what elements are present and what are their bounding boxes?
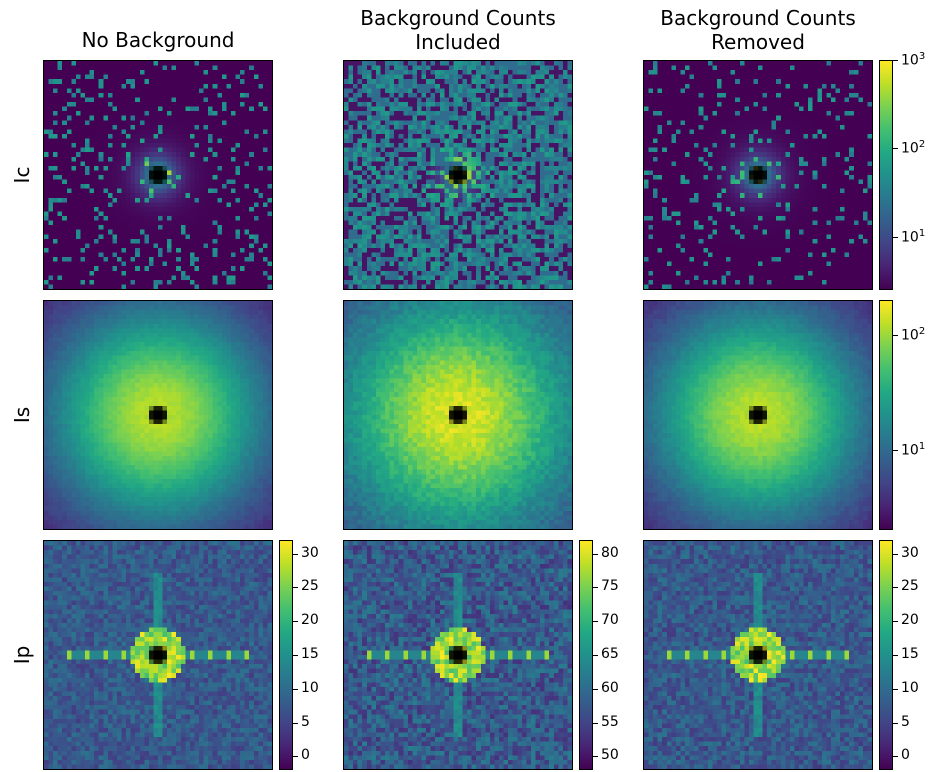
column-title-line: Included xyxy=(415,30,501,54)
colorbar-tick-mark xyxy=(293,722,298,724)
colorbar-tick-mark xyxy=(893,621,898,623)
heatmap-canvas xyxy=(344,301,572,529)
colorbar-tick-label: 25 xyxy=(901,578,919,595)
colorbar-tick-mark xyxy=(593,621,598,623)
column-title-line: Background Counts xyxy=(360,6,556,30)
colorbar-tick-label: 10 xyxy=(901,679,919,696)
heatmap-panel-ic-background-included xyxy=(343,60,573,290)
heatmap-canvas xyxy=(344,61,572,289)
colorbar-tick-mark xyxy=(893,655,898,656)
colorbar-tick-label: 5 xyxy=(901,713,910,730)
colorbar-tick-label: 50 xyxy=(601,747,619,764)
colorbar-tick-mark xyxy=(893,60,898,61)
colorbar-is xyxy=(879,300,893,530)
heatmap-canvas xyxy=(44,301,272,529)
colorbar-tick-mark xyxy=(893,688,898,690)
colorbar-tick-label: 20 xyxy=(301,612,319,629)
colorbar-tick-label: 65 xyxy=(601,646,619,662)
colorbar-tick-label: 20 xyxy=(901,612,919,629)
colorbar-tick-mark xyxy=(593,553,598,555)
colorbar-tick-label: 80 xyxy=(601,544,619,561)
colorbar-ip-background-removed xyxy=(879,540,893,770)
colorbar-tick-mark xyxy=(893,236,898,238)
colorbar-tick-mark xyxy=(893,553,898,555)
heatmap-panel-ip-no-background xyxy=(43,540,273,770)
heatmap-panel-ip-background-removed xyxy=(643,540,873,770)
colorbar-tick-label: 55 xyxy=(601,713,619,730)
colorbar-tick-mark xyxy=(893,756,898,758)
colorbar-ip-background-included xyxy=(579,540,593,770)
colorbar-tick-label: 0 xyxy=(901,747,910,764)
colorbar-tick-mark xyxy=(593,722,598,724)
colorbar-tick-label: 101 xyxy=(901,440,926,459)
colorbar-tick-label: 102 xyxy=(901,139,926,158)
colorbar-tick-label: 10 xyxy=(301,679,319,696)
colorbar-tick-mark xyxy=(893,148,898,150)
colorbar-tick-mark xyxy=(293,688,298,690)
colorbar-ip-no-background xyxy=(279,540,293,770)
colorbar-tick-label: 75 xyxy=(601,578,619,595)
colorbar-tick-label: 30 xyxy=(301,544,319,561)
heatmap-canvas xyxy=(644,61,872,289)
colorbar-tick-label: 25 xyxy=(301,578,319,595)
colorbar-tick-mark xyxy=(293,553,298,555)
colorbar-tick-mark xyxy=(293,655,298,656)
colorbar-tick-label: 15 xyxy=(901,646,919,662)
heatmap-canvas xyxy=(44,541,272,769)
colorbar-tick-mark xyxy=(293,587,298,589)
heatmap-panel-ic-no-background xyxy=(43,60,273,290)
heatmap-panel-ip-background-included xyxy=(343,540,573,770)
column-title-line: No Background xyxy=(81,28,235,52)
colorbar-tick-mark xyxy=(893,334,898,336)
row-label-ic: Ic xyxy=(10,166,34,184)
colorbar-tick-label: 70 xyxy=(601,612,619,629)
column-title-background-included: Background Counts Included xyxy=(343,6,573,54)
heatmap-canvas xyxy=(344,541,572,769)
column-title-background-removed: Background Counts Removed xyxy=(643,6,873,54)
colorbar-tick-label: 103 xyxy=(901,51,926,69)
row-label-is: Is xyxy=(10,406,34,424)
column-title-line: Background Counts xyxy=(660,6,856,30)
colorbar-ic xyxy=(879,60,893,290)
heatmap-panel-is-background-removed xyxy=(643,300,873,530)
colorbar-tick-mark xyxy=(593,587,598,589)
colorbar-tick-label: 101 xyxy=(901,227,926,246)
colorbar-tick-mark xyxy=(593,756,598,758)
colorbar-tick-label: 30 xyxy=(901,544,919,561)
heatmap-panel-ic-background-removed xyxy=(643,60,873,290)
colorbar-tick-label: 0 xyxy=(301,747,310,764)
column-title-line: Removed xyxy=(711,30,805,54)
column-title-no-background: No Background xyxy=(43,28,273,52)
colorbar-tick-label: 60 xyxy=(601,679,619,696)
row-label-ip: Ip xyxy=(10,645,34,665)
heatmap-panel-is-background-included xyxy=(343,300,573,530)
colorbar-tick-label: 15 xyxy=(301,646,319,662)
colorbar-tick-mark xyxy=(593,688,598,690)
colorbar-tick-mark xyxy=(893,587,898,589)
colorbar-tick-mark xyxy=(893,449,898,451)
heatmap-canvas xyxy=(644,301,872,529)
heatmap-canvas xyxy=(44,61,272,289)
colorbar-tick-mark xyxy=(293,621,298,623)
colorbar-tick-label: 102 xyxy=(901,325,926,344)
heatmap-panel-is-no-background xyxy=(43,300,273,530)
colorbar-tick-mark xyxy=(893,722,898,724)
heatmap-canvas xyxy=(644,541,872,769)
colorbar-tick-mark xyxy=(593,655,598,656)
colorbar-tick-label: 5 xyxy=(301,713,310,730)
colorbar-tick-mark xyxy=(293,756,298,758)
